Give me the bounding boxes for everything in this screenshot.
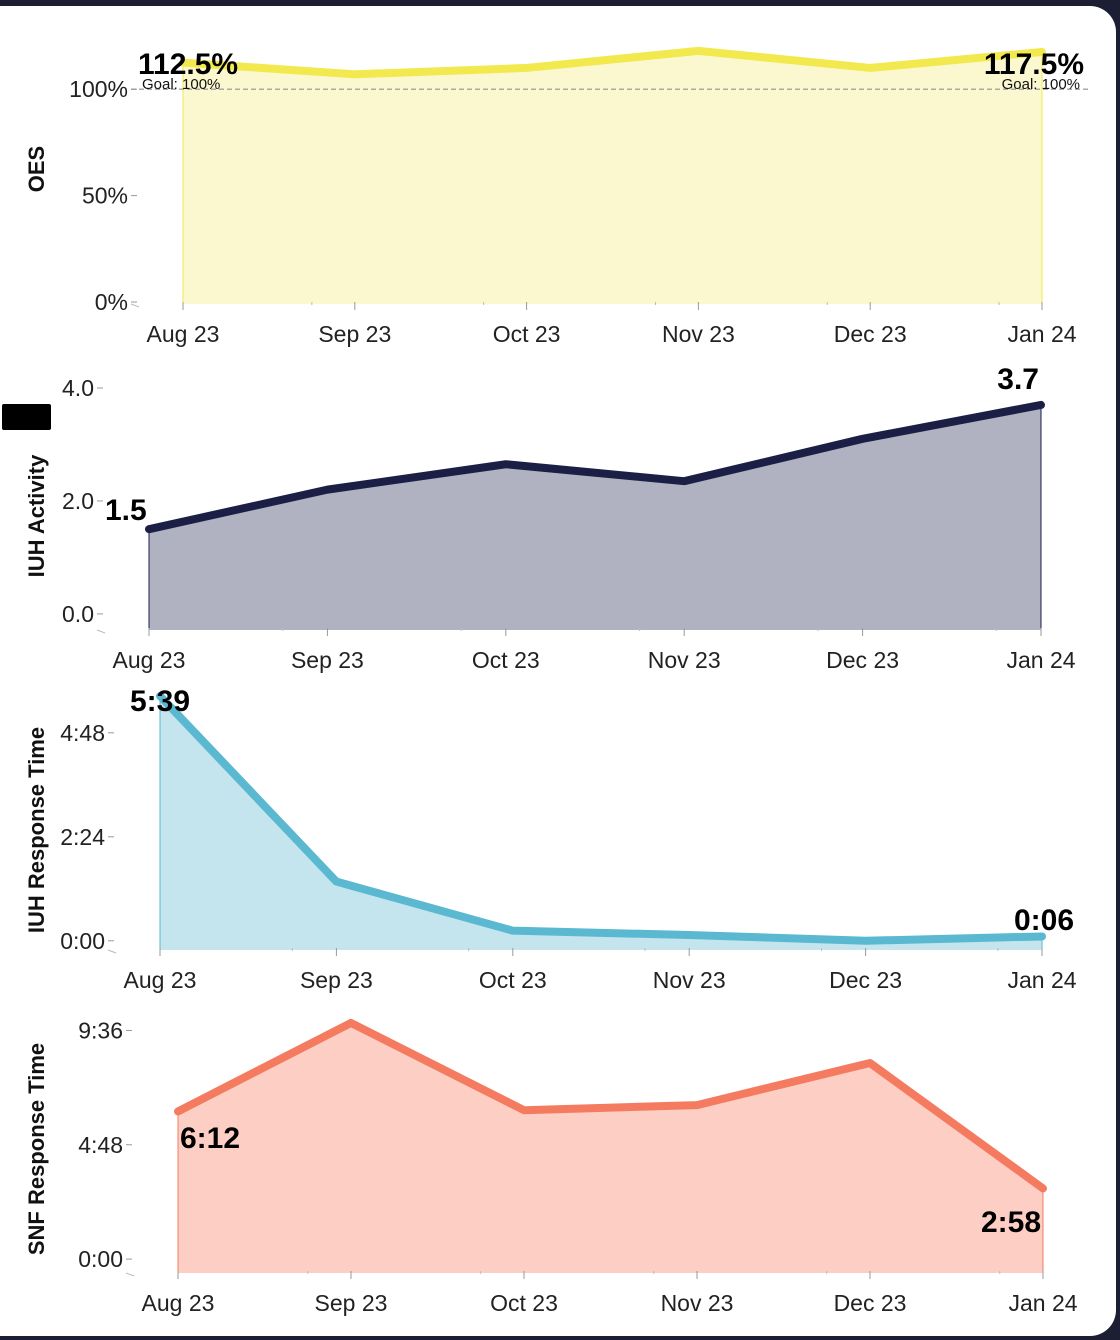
chart1-point [180, 59, 186, 66]
chart4-point [175, 1108, 181, 1115]
chart2-point [502, 461, 509, 468]
chart4-first-value-label: 6:12 [180, 1122, 240, 1155]
chart4-point [867, 1060, 873, 1066]
chart2-area-fill [149, 404, 1041, 630]
chart1-y-axis-title: OES [24, 146, 49, 192]
chart1-xtick-label: Jan 24 [1007, 321, 1076, 347]
chart4-ytick-label: 4:48 [78, 1132, 123, 1158]
chart1-ytick-label: 0% [95, 289, 128, 315]
chart3-point [1039, 933, 1045, 940]
chart1-last-value-label: 117.5% [984, 48, 1084, 81]
chart3-first-value-label: 5:39 [130, 685, 190, 718]
chart3-xtick-label: Nov 23 [653, 967, 726, 993]
chart2-point [681, 478, 688, 485]
chart2-ytick-label: 0.0 [62, 601, 94, 627]
chart-card: 0% 50% 100% Aug 23 Sep 23 Oct 23 Nov 23 Dec 23 J… [0, 6, 1116, 1336]
chart3-y-axis-title: IUH Response Time [24, 727, 49, 933]
chart2-xtick-label: Oct 23 [472, 647, 540, 673]
chart4-axis-stub [125, 1272, 135, 1277]
chart1-axis-stub [130, 303, 140, 308]
chart1-point [867, 64, 874, 71]
chart1-area-fill [183, 50, 1042, 305]
chart1-series-line [179, 46, 1046, 79]
chart1-xtick-label: Aug 23 [147, 321, 220, 347]
chart3-axis-stub [107, 949, 117, 954]
chart2-xtick-label: Jan 24 [1006, 647, 1075, 673]
chart3-xtick-label: Oct 23 [479, 967, 547, 993]
chart3-point [157, 693, 163, 699]
chart3-xtick-label: Jan 24 [1007, 967, 1076, 993]
chart1-first-value-label: 112.5% [138, 48, 238, 81]
chart4-xtick-label: Nov 23 [661, 1290, 734, 1316]
chart4-y-axis-title: SNF Response Time [24, 1043, 49, 1255]
chart2-point [859, 435, 866, 442]
chart4-area-fill [178, 1022, 1043, 1273]
chart2-ytick-label: 2.0 [62, 488, 94, 514]
chart1-xtick-label: Sep 23 [318, 321, 391, 347]
chart1-goal-label-left: Goal: 100% [142, 76, 220, 93]
chart4-series-line [174, 1018, 1047, 1193]
chart4-xtick-label: Dec 23 [834, 1290, 907, 1316]
chart1-ytick-label: 100% [69, 76, 128, 102]
chart2-y-axis-title: IUH Activity [24, 454, 49, 577]
chart2-xtick-label: Dec 23 [826, 647, 899, 673]
chart1-xtick-label: Nov 23 [662, 321, 735, 347]
chart3-point [333, 878, 340, 885]
chart4-point [1040, 1185, 1046, 1192]
chart4-ytick-label: 0:00 [78, 1246, 123, 1272]
chart4-xtick-label: Oct 23 [490, 1290, 558, 1316]
chart1-xtick-label: Oct 23 [493, 321, 561, 347]
chart2-point [324, 486, 331, 493]
chart4-last-value-label: 2:58 [981, 1206, 1041, 1239]
chart3-series-line [156, 692, 1046, 945]
chart1-point [523, 64, 530, 71]
chart4-xtick-label: Aug 23 [142, 1290, 215, 1316]
chart2-ytick-label: 4.0 [62, 375, 94, 401]
chart1-goal-label-right: Goal: 100% [1002, 76, 1080, 93]
redaction-box [2, 404, 51, 430]
chart2-xtick-label: Aug 23 [113, 647, 186, 673]
chart2-last-value-label: 3.7 [997, 363, 1039, 396]
chart4-point [521, 1107, 527, 1114]
chart3-xtick-label: Aug 23 [124, 967, 197, 993]
chart2-series-line [145, 400, 1045, 534]
chart4-ytick-label: 9:36 [78, 1017, 123, 1043]
chart2-xtick-label: Sep 23 [291, 647, 364, 673]
chart3-area-fill [160, 696, 1042, 950]
chart3-xtick-label: Sep 23 [300, 967, 373, 993]
chart2-axis-stub [96, 629, 106, 634]
chart1-xtick-label: Dec 23 [834, 321, 907, 347]
chart4-point [348, 1019, 354, 1026]
chart1-ytick-label: 50% [82, 183, 128, 209]
chart4-xtick-label: Jan 24 [1008, 1290, 1077, 1316]
chart3-ytick-label: 0:00 [60, 928, 105, 954]
chart3-last-value-label: 0:06 [1014, 904, 1074, 937]
chart2-point [146, 526, 152, 533]
chart1-point [695, 47, 702, 54]
chart2-point [1038, 401, 1044, 408]
chart3-point [686, 932, 693, 939]
chart3-xtick-label: Dec 23 [829, 967, 902, 993]
chart1-point [351, 71, 358, 78]
chart2-first-value-label: 1.5 [105, 494, 147, 527]
chart3-ytick-label: 4:48 [60, 720, 105, 746]
chart3-point [509, 927, 516, 934]
chart3-point [862, 937, 869, 944]
chart3-ytick-label: 2:24 [60, 824, 105, 850]
chart2-xtick-label: Nov 23 [648, 647, 721, 673]
chart4-xtick-label: Sep 23 [315, 1290, 388, 1316]
charts-canvas: 0% 50% 100% Aug 23 Sep 23 Oct 23 Nov 23 Dec 23 J… [24, 46, 1088, 1316]
chart4-point [694, 1102, 700, 1109]
chart1-point [1039, 48, 1045, 55]
